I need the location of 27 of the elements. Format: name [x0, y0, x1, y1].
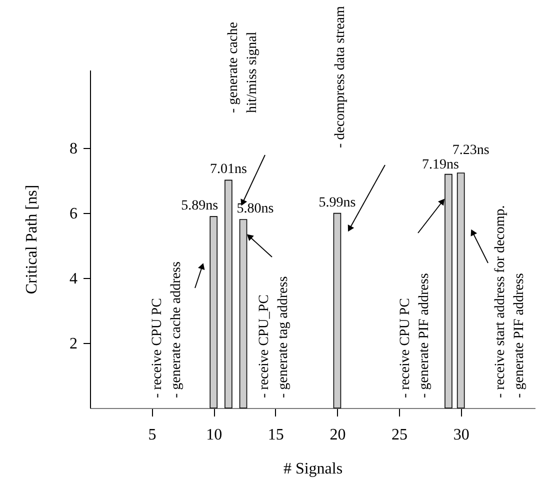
x-tick-label: 25	[392, 426, 408, 444]
annotation: - receive CPU_PC - generate tag address	[257, 276, 291, 398]
bar	[224, 180, 232, 408]
y-tick-label: 8	[70, 140, 78, 158]
x-tick-label: 20	[330, 426, 346, 444]
data-label: 5.80ns	[236, 202, 274, 216]
y-tick-label: 2	[70, 336, 78, 352]
bar	[239, 219, 248, 408]
data-label: 7.01ns	[210, 162, 247, 178]
y-tick-label: 4	[70, 270, 78, 288]
y-tick-label: 6	[70, 206, 78, 222]
data-label: 5.99ns	[318, 195, 356, 210]
annotation: - generate cache hit/miss signal	[226, 22, 260, 113]
annotation: - decompress data stream	[333, 6, 348, 148]
y-axis-title: Critical Path [ns]	[24, 184, 40, 294]
annotation: - receive CPU PC - generate cache address	[150, 262, 184, 398]
x-tick-label: 30	[453, 426, 470, 444]
annotation: - receive start address for decomp. - generate PIF address	[493, 205, 527, 398]
x-tick-label: 15	[268, 426, 284, 444]
data-label: 7.19ns	[422, 157, 459, 172]
x-tick-label: 10	[206, 426, 222, 444]
x-tick-label: 5	[148, 426, 156, 444]
data-label: 7.23ns	[452, 143, 490, 158]
x-axis-title: # Signals	[283, 460, 343, 478]
annotation: - receive CPU PC - generate PIF address	[398, 273, 432, 398]
bar	[444, 174, 452, 408]
data-label: 5.89ns	[181, 198, 218, 214]
